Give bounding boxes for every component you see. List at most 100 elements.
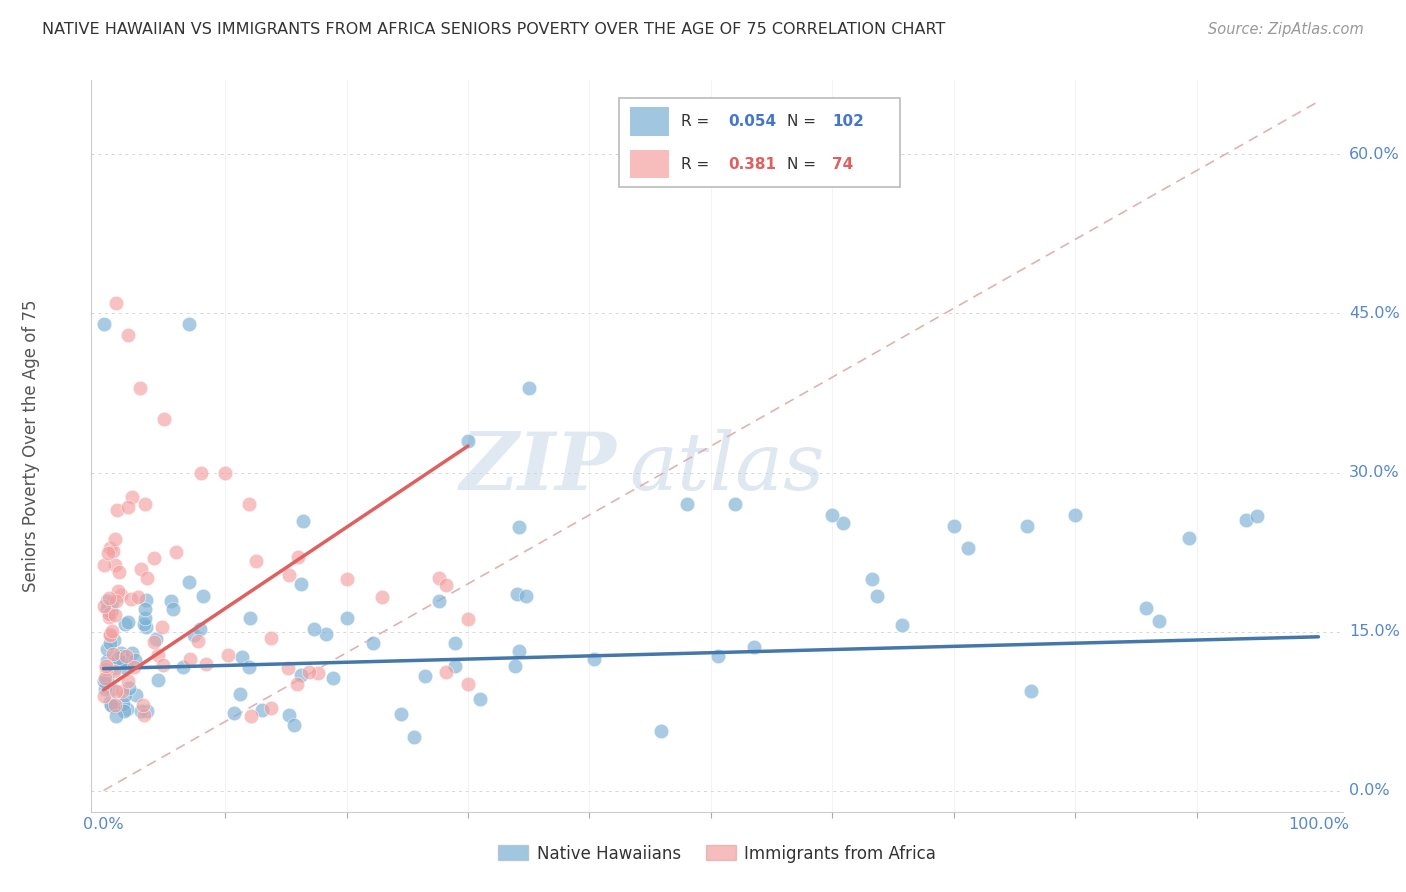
- Point: [260, 631, 283, 645]
- Point: [96, 602, 118, 616]
- Point: [503, 659, 526, 673]
- Point: [129, 381, 152, 395]
- Text: 0.0%: 0.0%: [1348, 783, 1389, 798]
- Point: [363, 635, 385, 649]
- Point: [93, 674, 115, 689]
- Point: [107, 584, 129, 599]
- Point: [104, 532, 127, 546]
- Point: [96, 672, 118, 686]
- Point: [302, 622, 325, 636]
- Point: [434, 578, 457, 592]
- Point: [96, 594, 118, 608]
- Point: [1064, 508, 1087, 522]
- Point: [291, 514, 314, 528]
- Point: [100, 695, 122, 709]
- Point: [121, 490, 143, 504]
- Point: [278, 567, 301, 582]
- Point: [105, 594, 128, 608]
- Point: [468, 691, 491, 706]
- Text: Source: ZipAtlas.com: Source: ZipAtlas.com: [1208, 22, 1364, 37]
- Point: [370, 590, 392, 604]
- Point: [104, 698, 127, 712]
- Point: [336, 611, 359, 625]
- Point: [457, 434, 479, 448]
- Point: [508, 643, 530, 657]
- Point: [517, 381, 540, 395]
- Point: [1149, 614, 1171, 628]
- Point: [222, 706, 245, 720]
- Point: [457, 612, 479, 626]
- Point: [832, 516, 855, 530]
- Point: [135, 593, 157, 607]
- Point: [190, 466, 212, 480]
- Point: [434, 665, 457, 679]
- Point: [821, 508, 844, 522]
- Point: [132, 698, 155, 712]
- Point: [214, 466, 236, 480]
- Point: [96, 654, 118, 668]
- Point: [117, 500, 139, 514]
- Text: NATIVE HAWAIIAN VS IMMIGRANTS FROM AFRICA SENIORS POVERTY OVER THE AGE OF 75 COR: NATIVE HAWAIIAN VS IMMIGRANTS FROM AFRIC…: [42, 22, 946, 37]
- Point: [117, 327, 139, 342]
- Point: [402, 730, 425, 744]
- Text: 45.0%: 45.0%: [1348, 306, 1400, 321]
- Point: [290, 577, 312, 591]
- Point: [120, 591, 142, 606]
- Text: ZIP: ZIP: [460, 429, 617, 507]
- Point: [101, 624, 124, 638]
- Point: [238, 497, 260, 511]
- Text: atlas: atlas: [630, 429, 825, 507]
- Point: [98, 636, 121, 650]
- Point: [98, 626, 121, 640]
- Point: [114, 653, 136, 667]
- Point: [114, 688, 136, 702]
- Point: [96, 659, 118, 673]
- Point: [101, 698, 124, 713]
- Point: [177, 575, 200, 590]
- Point: [124, 653, 146, 667]
- Point: [239, 709, 262, 723]
- Point: [93, 690, 115, 704]
- Point: [118, 681, 141, 695]
- Point: [115, 660, 138, 674]
- Point: [150, 620, 173, 634]
- Point: [110, 646, 132, 660]
- Point: [506, 587, 529, 601]
- Point: [153, 412, 176, 426]
- Point: [148, 648, 170, 662]
- Point: [107, 650, 129, 665]
- Text: 60.0%: 60.0%: [1348, 147, 1400, 162]
- Point: [508, 519, 530, 533]
- Point: [146, 673, 169, 687]
- Point: [124, 659, 146, 673]
- Point: [322, 671, 344, 685]
- Point: [290, 668, 312, 682]
- Point: [103, 648, 125, 662]
- Point: [135, 619, 157, 633]
- Point: [250, 703, 273, 717]
- Point: [160, 594, 183, 608]
- Point: [862, 572, 884, 586]
- Point: [238, 660, 260, 674]
- Point: [97, 591, 120, 606]
- Point: [1135, 600, 1157, 615]
- Bar: [630, 150, 669, 178]
- Point: [105, 502, 128, 516]
- Point: [127, 590, 149, 604]
- Point: [287, 550, 309, 565]
- Point: [93, 317, 115, 331]
- Text: 102: 102: [832, 114, 865, 128]
- Point: [134, 497, 156, 511]
- Point: [115, 701, 138, 715]
- Point: [1015, 518, 1038, 533]
- Point: [94, 663, 117, 677]
- Point: [285, 677, 308, 691]
- Point: [93, 599, 115, 614]
- Point: [132, 617, 155, 632]
- Point: [429, 593, 451, 607]
- Point: [97, 546, 120, 560]
- Point: [277, 708, 299, 723]
- Point: [112, 704, 135, 718]
- Point: [117, 673, 139, 688]
- Point: [131, 704, 153, 718]
